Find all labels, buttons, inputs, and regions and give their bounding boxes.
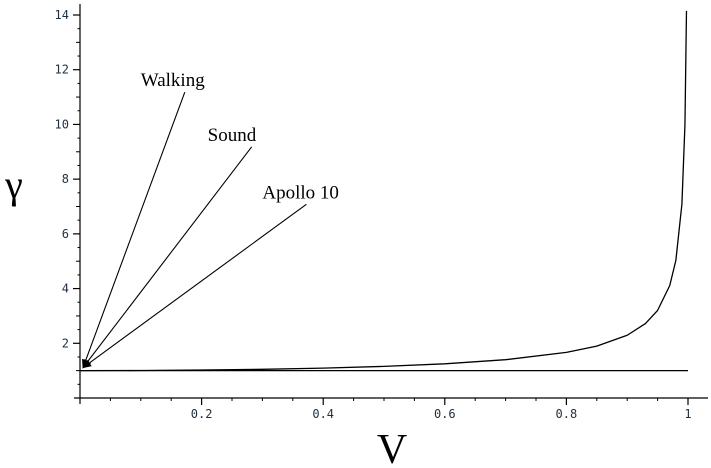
annotation-label: Walking: [141, 70, 205, 91]
gamma-curve: [79, 10, 688, 372]
y-tick-label: 8: [62, 172, 69, 186]
x-tick-label: 0.8: [556, 407, 578, 421]
annotation-arrow: [82, 91, 186, 369]
annotation-label: Apollo 10: [262, 182, 339, 203]
x-tick-label: 0.4: [312, 407, 334, 421]
y-tick-label: 4: [62, 282, 69, 296]
y-tick-label: 10: [55, 117, 69, 131]
y-axis-title: γ: [4, 162, 23, 207]
axes: [74, 4, 708, 404]
x-tick-label: 0.2: [191, 407, 213, 421]
annotation-arrow: [82, 203, 307, 369]
y-tick-label: 12: [55, 63, 69, 77]
y-tick-label: 14: [55, 8, 69, 22]
x-tick-label: 0.6: [434, 407, 456, 421]
annotations: Walking Sound Apollo 10: [82, 70, 339, 369]
series: [79, 10, 688, 372]
annotation-label: Sound: [208, 125, 257, 146]
x-tick-label: 1: [684, 407, 691, 421]
y-tick-label: 6: [62, 227, 69, 241]
annotation-arrow: [82, 146, 253, 369]
x-axis-title: V: [377, 427, 407, 468]
y-tick-label: 2: [62, 336, 69, 350]
